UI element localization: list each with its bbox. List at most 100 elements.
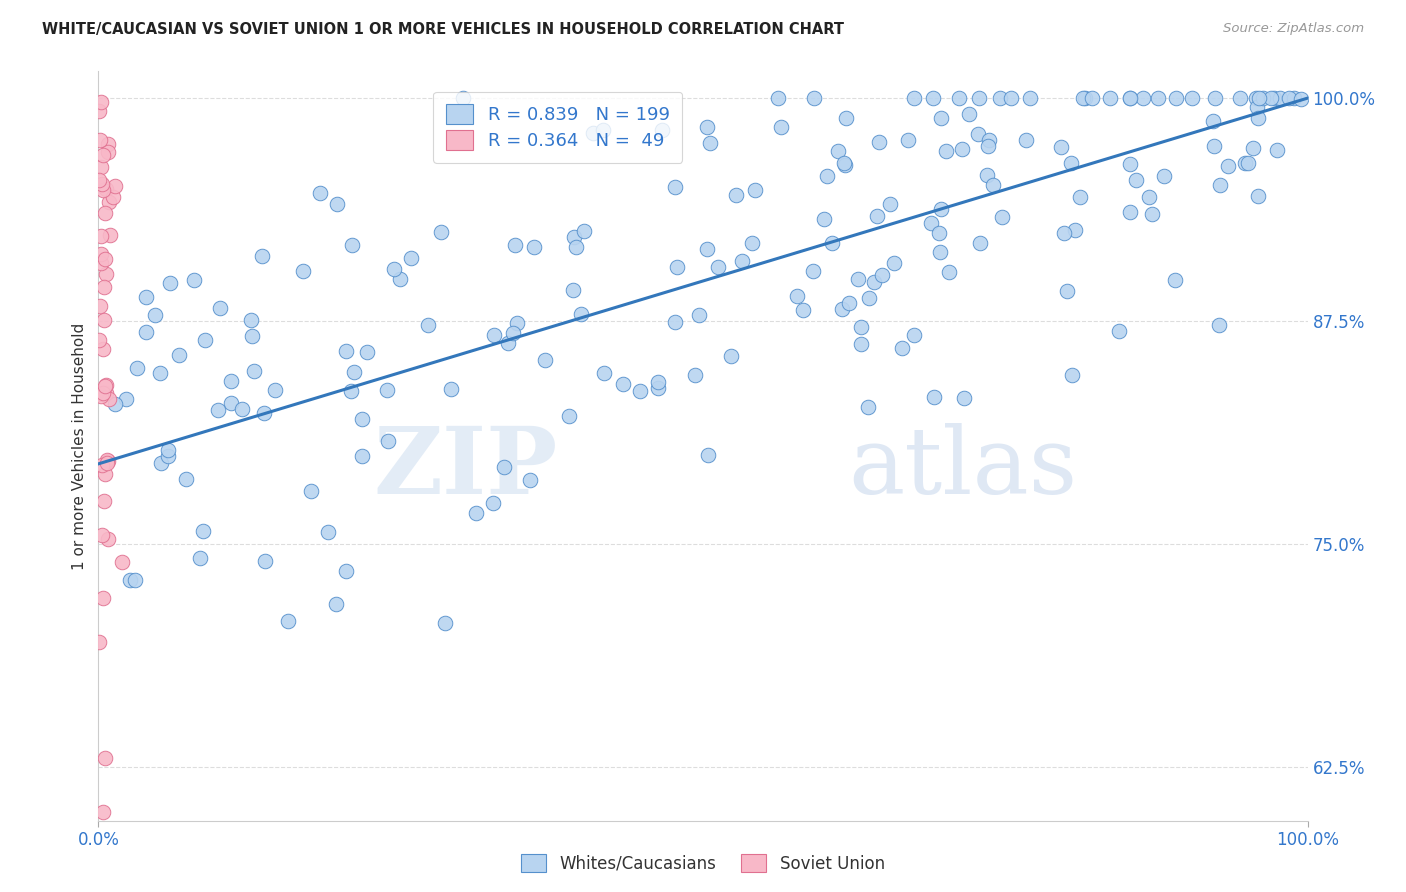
Point	[149, 366, 172, 380]
Point	[207, 403, 229, 417]
Point	[89, 132, 111, 146]
Point	[416, 318, 439, 332]
Point	[90, 246, 112, 260]
Point	[433, 615, 456, 630]
Legend: R = 0.839   N = 199, R = 0.364   N =  49: R = 0.839 N = 199, R = 0.364 N = 49	[433, 92, 682, 163]
Point	[96, 849, 118, 863]
Point	[1234, 155, 1257, 169]
Point	[309, 186, 332, 201]
Point	[883, 256, 905, 270]
Point	[699, 136, 721, 150]
Point	[503, 238, 526, 252]
Point	[903, 91, 925, 105]
Point	[1119, 205, 1142, 219]
Point	[664, 315, 686, 329]
Point	[519, 474, 541, 488]
Point	[97, 136, 120, 151]
Point	[665, 260, 688, 274]
Point	[340, 238, 363, 252]
Point	[1246, 100, 1268, 114]
Point	[89, 299, 111, 313]
Text: WHITE/CAUCASIAN VS SOVIET UNION 1 OR MORE VEHICLES IN HOUSEHOLD CORRELATION CHAR: WHITE/CAUCASIAN VS SOVIET UNION 1 OR MOR…	[42, 22, 844, 37]
Point	[219, 395, 242, 409]
Point	[1204, 139, 1226, 153]
Point	[502, 326, 524, 341]
Point	[375, 384, 398, 398]
Point	[1244, 91, 1267, 105]
Point	[1208, 318, 1230, 332]
Point	[94, 467, 117, 481]
Point	[707, 260, 730, 275]
Point	[564, 240, 586, 254]
Point	[863, 275, 886, 289]
Point	[145, 308, 167, 322]
Point	[253, 406, 276, 420]
Point	[183, 273, 205, 287]
Point	[821, 235, 844, 250]
Point	[1237, 156, 1260, 170]
Point	[277, 615, 299, 629]
Point	[89, 103, 111, 118]
Point	[159, 276, 181, 290]
Point	[1053, 227, 1076, 241]
Point	[254, 554, 277, 568]
Point	[188, 551, 211, 566]
Point	[94, 858, 117, 872]
Point	[903, 327, 925, 342]
Point	[352, 449, 374, 463]
Point	[981, 178, 1004, 192]
Point	[96, 456, 118, 470]
Point	[1015, 133, 1038, 147]
Point	[299, 484, 322, 499]
Point	[953, 391, 976, 405]
Point	[967, 91, 990, 105]
Point	[741, 236, 763, 251]
Point	[98, 228, 121, 243]
Point	[1229, 91, 1251, 105]
Point	[846, 271, 869, 285]
Point	[1132, 91, 1154, 105]
Point	[725, 187, 748, 202]
Point	[969, 235, 991, 250]
Point	[465, 507, 488, 521]
Point	[97, 145, 120, 159]
Point	[935, 144, 957, 158]
Point	[91, 386, 114, 401]
Point	[89, 840, 111, 855]
Point	[612, 377, 634, 392]
Point	[90, 389, 112, 403]
Point	[849, 337, 872, 351]
Point	[959, 107, 981, 121]
Point	[838, 295, 860, 310]
Point	[834, 158, 856, 172]
Point	[929, 111, 952, 125]
Y-axis label: 1 or more Vehicles in Household: 1 or more Vehicles in Household	[72, 322, 87, 570]
Point	[242, 364, 264, 378]
Point	[664, 179, 686, 194]
Point	[93, 494, 115, 508]
Point	[1208, 178, 1230, 193]
Point	[156, 443, 179, 458]
Point	[94, 252, 117, 267]
Point	[628, 384, 651, 398]
Point	[1108, 324, 1130, 338]
Point	[1000, 91, 1022, 105]
Point	[91, 805, 114, 819]
Point	[1063, 222, 1085, 236]
Point	[534, 353, 557, 368]
Point	[430, 225, 453, 239]
Point	[98, 195, 121, 210]
Point	[948, 91, 970, 105]
Point	[991, 210, 1014, 224]
Point	[94, 267, 117, 281]
Point	[866, 209, 889, 223]
Point	[481, 496, 503, 510]
Point	[97, 454, 120, 468]
Point	[104, 397, 127, 411]
Point	[157, 450, 180, 464]
Point	[647, 381, 669, 395]
Point	[1049, 140, 1071, 154]
Point	[744, 183, 766, 197]
Point	[1216, 159, 1239, 173]
Point	[922, 390, 945, 404]
